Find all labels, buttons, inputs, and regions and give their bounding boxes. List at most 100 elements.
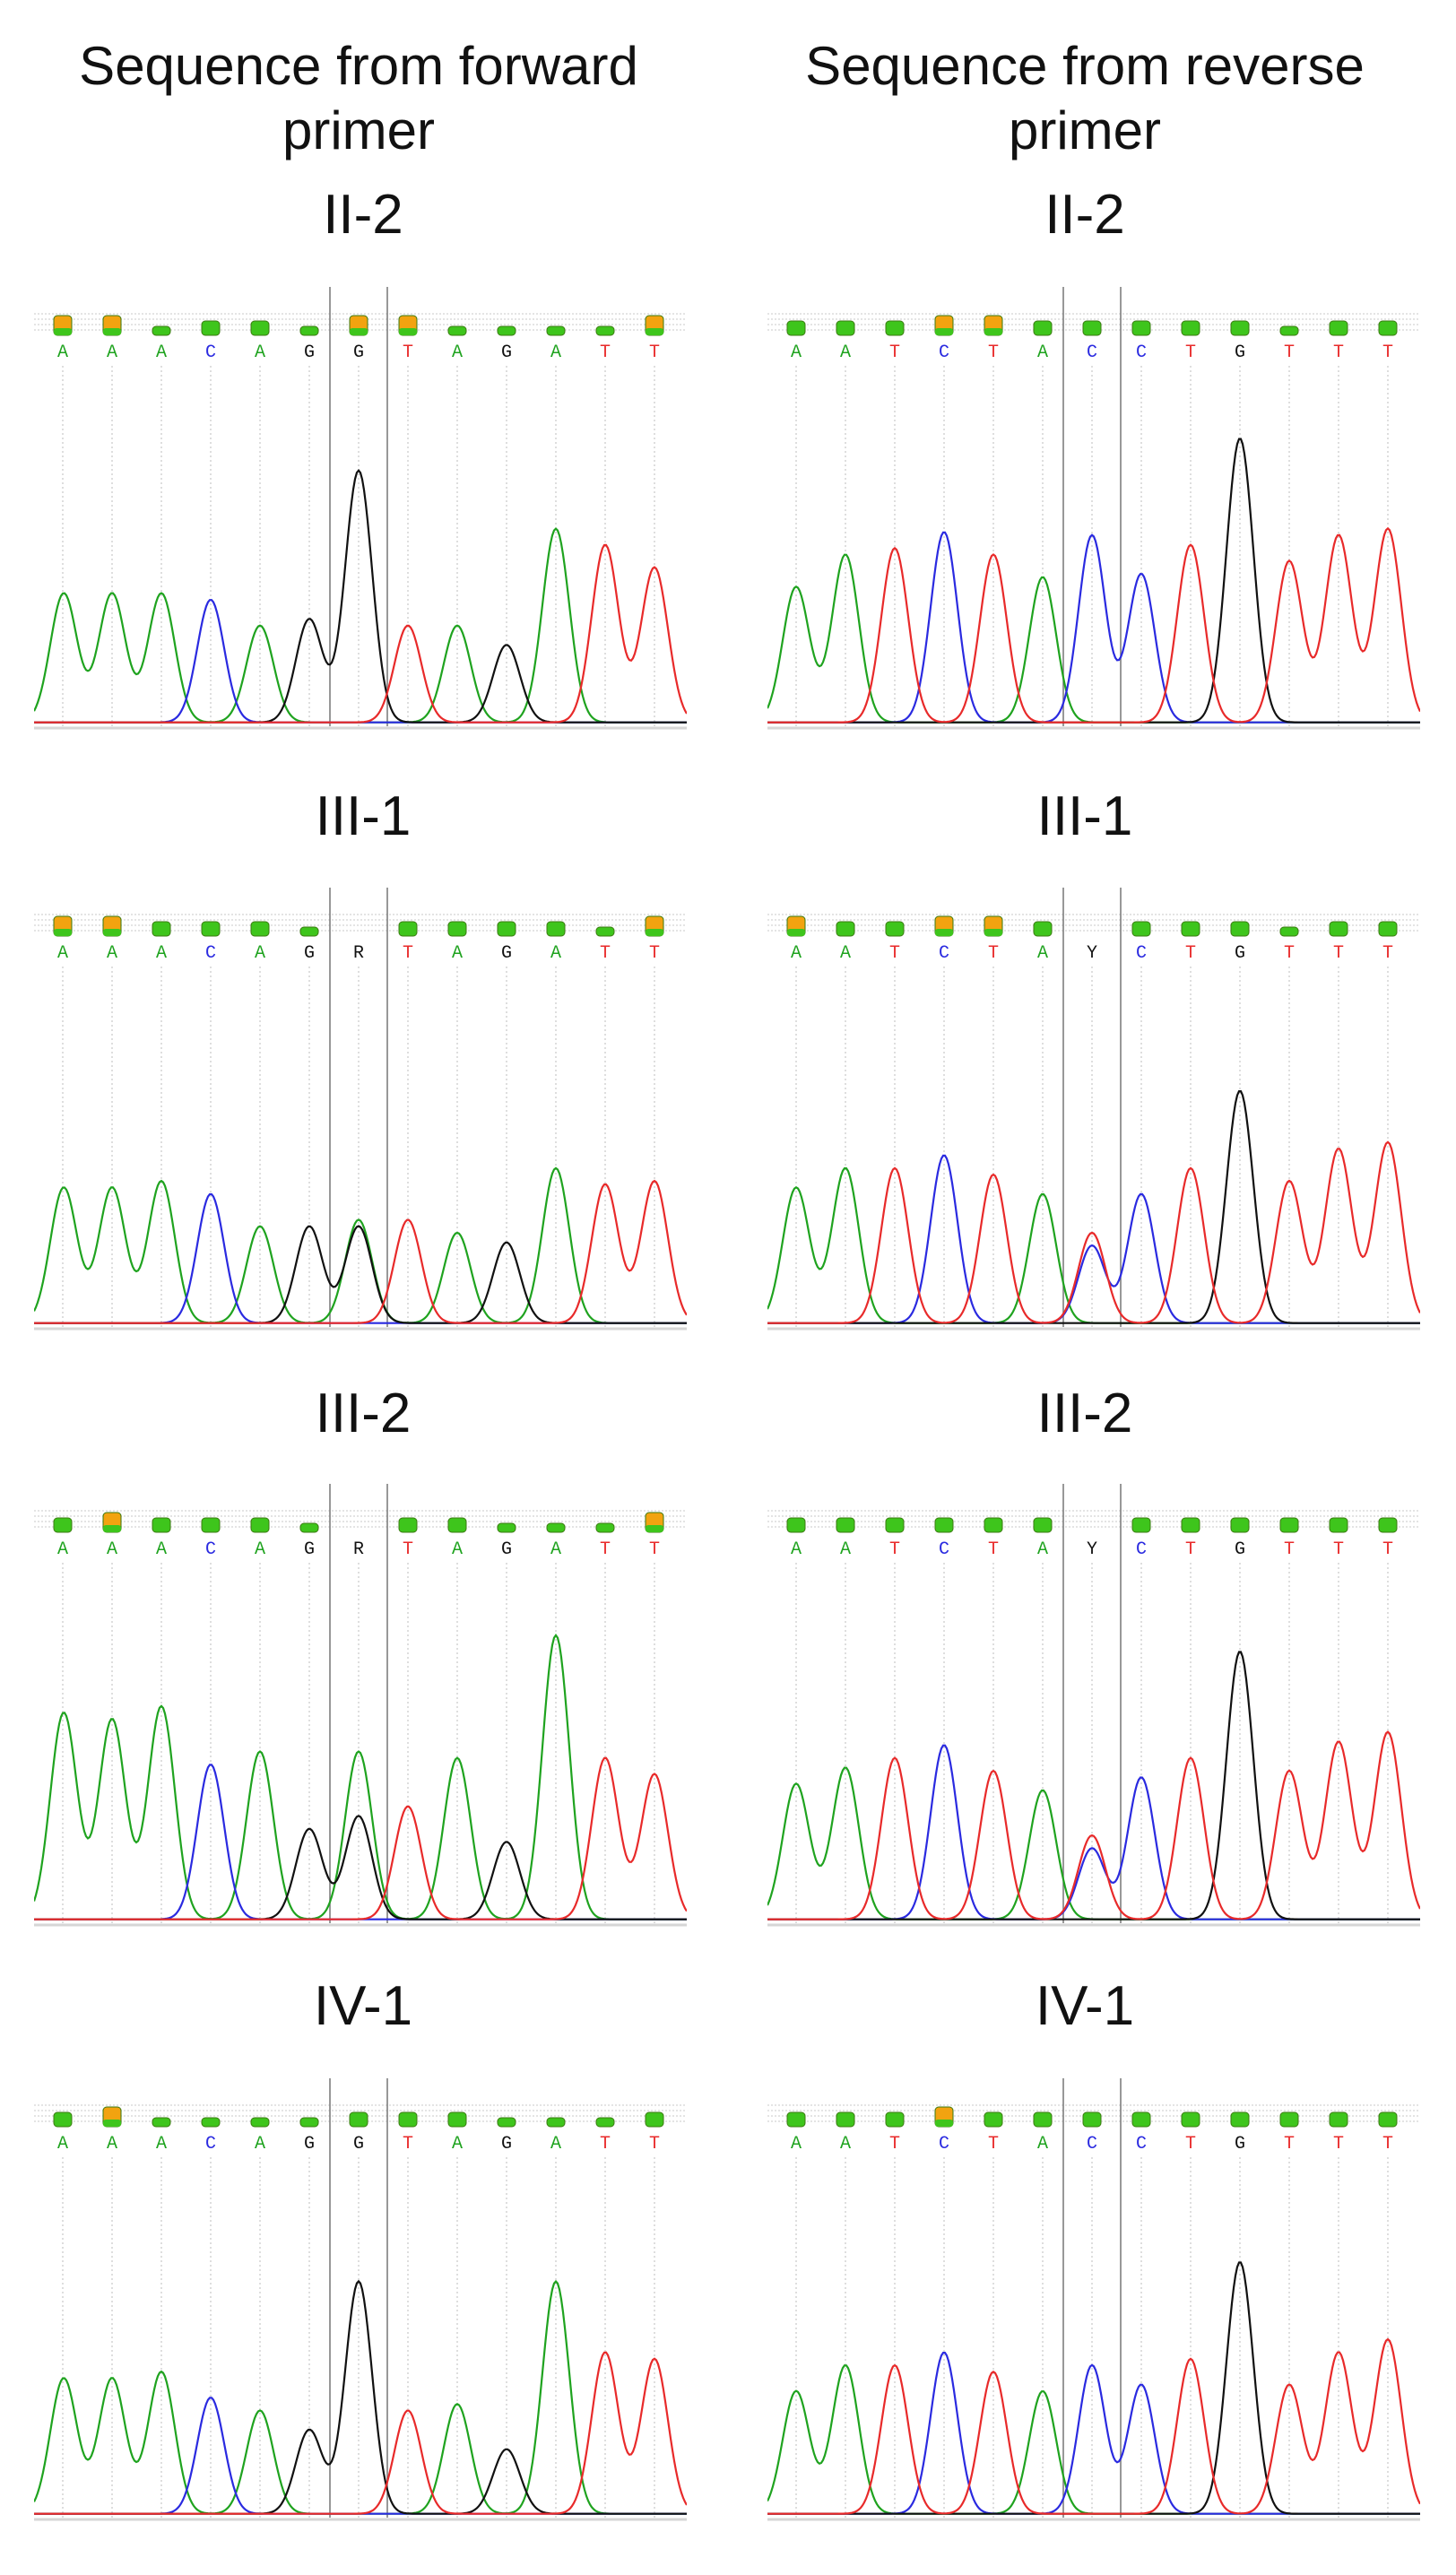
base-call-letter: A [452, 943, 463, 964]
quality-bar-base [935, 2120, 953, 2127]
base-call-letter: A [840, 2134, 851, 2155]
quality-bar-base [646, 929, 663, 936]
quality-bar [1033, 2111, 1053, 2128]
base-call-letter: T [1333, 2134, 1344, 2155]
quality-bar [1033, 320, 1053, 336]
base-call-letter: T [649, 943, 660, 964]
sample-label-right-4: IV-1 [1035, 1975, 1135, 2037]
base-call-letter: A [107, 943, 117, 964]
quality-bar [1329, 320, 1348, 336]
base-call-letter: Y [1087, 1539, 1097, 1560]
quality-bar [1279, 926, 1299, 937]
base-call-letter: T [1185, 1539, 1196, 1560]
base-call-letter: C [205, 2134, 216, 2155]
base-call-letter: T [1333, 943, 1344, 964]
quality-bar [1329, 2111, 1348, 2128]
quality-bar [152, 325, 171, 336]
quality-bar-base [399, 328, 417, 335]
base-call-letter: G [1235, 342, 1245, 363]
base-call-letter: C [205, 1539, 216, 1560]
quality-bar [885, 921, 905, 937]
base-call-letter: A [255, 1539, 265, 1560]
base-call-letter: A [1037, 342, 1048, 363]
quality-bar [546, 325, 566, 336]
base-call-letter: A [1037, 2134, 1048, 2155]
base-call-letter: G [501, 943, 512, 964]
base-call-letter: A [452, 2134, 463, 2155]
base-call-letter: T [1284, 1539, 1295, 1560]
quality-bar-base [54, 328, 72, 335]
base-call-letter: T [889, 943, 900, 964]
trace-G [767, 1651, 1420, 1920]
quality-bar [497, 325, 516, 336]
quality-bar [1279, 2111, 1299, 2128]
quality-bar [595, 325, 615, 336]
base-call-letter: A [1037, 1539, 1048, 1560]
quality-bar [885, 320, 905, 336]
quality-bar [152, 921, 171, 937]
quality-bar [398, 2111, 418, 2128]
base-call-letter: T [1284, 943, 1295, 964]
quality-bar [1230, 1517, 1250, 1533]
base-call-letter: A [57, 342, 68, 363]
quality-bar-base [646, 328, 663, 335]
trace-G [34, 468, 687, 724]
base-call-letter: A [840, 943, 851, 964]
trace-G [34, 1225, 687, 1324]
quality-bar [447, 1517, 467, 1533]
base-call-letter: A [255, 2134, 265, 2155]
quality-bar [1378, 921, 1398, 937]
trace-A [767, 2364, 1420, 2515]
trace-T [34, 1756, 687, 1920]
quality-bar [447, 325, 467, 336]
quality-bar [885, 1517, 905, 1533]
base-call-letter: A [791, 2134, 802, 2155]
quality-bar [1181, 320, 1200, 336]
trace-A [34, 2279, 687, 2515]
base-call-letter: A [550, 1539, 561, 1560]
quality-bar [546, 921, 566, 937]
quality-bar [885, 2111, 905, 2128]
base-call-letter: T [600, 943, 611, 964]
quality-bar [53, 1517, 73, 1533]
base-call-letter: G [304, 342, 315, 363]
base-call-letter: A [255, 342, 265, 363]
base-call-letter: A [791, 943, 802, 964]
base-call-letter: A [156, 342, 167, 363]
base-call-letter: A [840, 342, 851, 363]
base-call-letter: G [304, 943, 315, 964]
quality-bar [546, 1522, 566, 1533]
quality-bar [595, 1522, 615, 1533]
base-call-letter: A [107, 2134, 117, 2155]
base-call-letter: T [600, 1539, 611, 1560]
base-call-letter: C [1136, 943, 1147, 964]
base-call-letter: T [1284, 2134, 1295, 2155]
base-call-letter: T [1185, 342, 1196, 363]
base-call-letter: G [353, 2134, 364, 2155]
base-call-letter: A [791, 342, 802, 363]
trace-T [34, 543, 687, 724]
quality-bar-base [984, 328, 1002, 335]
quality-bar [836, 921, 855, 937]
quality-bar [836, 2111, 855, 2128]
forward-primer-heading: Sequence from forward primer [18, 34, 699, 163]
base-call-letter: T [1382, 2134, 1393, 2155]
base-call-letter: A [107, 1539, 117, 1560]
base-call-letter: T [988, 1539, 999, 1560]
base-call-letter: T [889, 2134, 900, 2155]
trace-G [767, 2261, 1420, 2515]
base-call-letter: A [156, 1539, 167, 1560]
base-call-letter: T [1382, 342, 1393, 363]
quality-bar [595, 926, 615, 937]
base-call-letter: R [353, 1539, 364, 1560]
quality-bar-base [103, 328, 121, 335]
quality-bar-base [350, 328, 368, 335]
quality-bar [497, 2117, 516, 2128]
base-call-letter: T [988, 342, 999, 363]
base-call-letter: A [550, 342, 561, 363]
base-call-letter: A [107, 342, 117, 363]
